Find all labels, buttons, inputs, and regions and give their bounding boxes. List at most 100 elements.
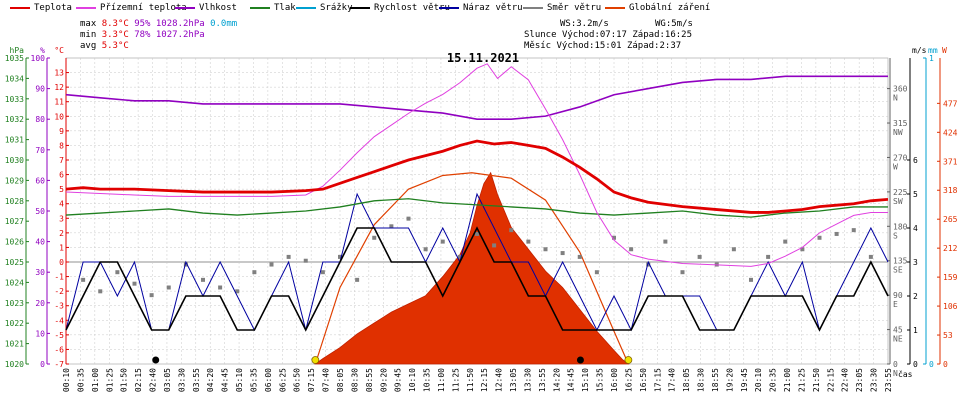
wind-direction-point <box>286 254 291 259</box>
legend-swatch <box>605 6 625 9</box>
sun-set: Západ:16:25 <box>632 30 692 40</box>
moon-rise: Východ:15:01 <box>556 41 622 51</box>
legend-item: Směr větru <box>523 3 601 15</box>
x-tick-label: 15:35 <box>596 368 605 392</box>
x-tick-label: 21:25 <box>797 368 806 392</box>
axis-deg-dir-label: NE <box>893 335 903 344</box>
wind-direction-point <box>355 277 360 282</box>
wind-direction-point <box>663 239 668 244</box>
wind-direction-point <box>372 235 377 240</box>
axis-ms-tick-label: 6 <box>913 156 918 165</box>
axis-hpa-tick-label: 1029 <box>5 176 24 185</box>
wind-direction-point <box>629 247 634 252</box>
x-tick-label: 18:05 <box>682 368 691 392</box>
axis-pct-tick-label: 100 <box>31 54 46 63</box>
wind-direction-point <box>303 258 308 263</box>
x-tick-label: 05:35 <box>249 368 258 392</box>
axis-degc-tick-label: 0 <box>59 258 64 267</box>
stats-min-label: min <box>80 30 97 40</box>
legend-swatch <box>523 6 543 9</box>
x-tick-label: 23:30 <box>870 368 879 392</box>
legend-swatch <box>350 6 370 9</box>
stats-max-hum: 95% <box>134 19 151 29</box>
stats-min: min 3.3°C 78% 1027.2hPa <box>80 30 205 40</box>
wind-direction-point <box>697 254 702 259</box>
axis-pct-tick-label: 10 <box>35 329 45 338</box>
axis-w-tick-label: 212 <box>943 244 958 253</box>
axis-w-tick-label: 371 <box>943 157 958 166</box>
legend-item: Přízemní teplota <box>76 3 187 15</box>
legend-item: Teplota <box>10 3 72 15</box>
axis-ms-tick-label: 1 <box>913 326 918 335</box>
wind-direction-point <box>218 285 223 290</box>
x-tick-label: 13:55 <box>538 368 547 392</box>
wind-direction-point <box>81 277 86 282</box>
wind-direction-point <box>320 270 325 275</box>
axis-pct-tick-label: 50 <box>35 207 45 216</box>
x-tick-label: 12:40 <box>495 368 504 392</box>
axis-deg-tick-label: 360 <box>893 85 908 94</box>
wind-direction-point <box>492 243 497 248</box>
axis-degc-tick-label: 1 <box>59 243 64 252</box>
moon-set: Západ:2:37 <box>626 41 682 51</box>
stats-avg-temp: 5.3°C <box>101 41 129 51</box>
axis-deg-dir-label: N <box>893 94 898 103</box>
wind-direction-point <box>475 231 479 236</box>
x-tick-label: 22:15 <box>826 368 835 392</box>
axis-hpa-tick-label: 1025 <box>5 258 24 267</box>
sunrise-marker <box>311 356 320 364</box>
axis-degc-tick-label: -1 <box>54 273 64 282</box>
axis-w-tick-label: 0 <box>943 360 948 369</box>
x-tick-label: 06:25 <box>278 368 287 392</box>
legend-item: Vlhkost <box>175 3 237 15</box>
chart-title: 15.11.2021 <box>447 51 519 65</box>
axis-deg-tick-label: 90 <box>893 291 903 300</box>
x-tick-label: 20:35 <box>769 368 778 392</box>
wind-direction-point <box>851 228 856 233</box>
wind-direction-point <box>594 270 599 275</box>
wind-direction-point <box>612 235 616 240</box>
axis-degc-tick-label: 12 <box>54 83 64 92</box>
legend-label: Vlhkost <box>199 3 237 13</box>
legend-label: Globální záření <box>629 3 711 13</box>
wind-direction-point <box>389 224 394 229</box>
axis-pct-tick-label: 60 <box>35 176 45 185</box>
wind-direction-point <box>406 216 411 221</box>
wind-direction-point <box>115 270 120 275</box>
x-tick-label: 06:00 <box>264 368 273 392</box>
wind-direction-point <box>731 247 736 252</box>
axis-ms-tick-label: 2 <box>913 292 918 301</box>
axis-w-tick-label: 159 <box>943 273 958 282</box>
axis-deg-tick-label: 315 <box>893 119 908 128</box>
wind-direction-point <box>783 239 788 244</box>
axis-deg-dir-label: E <box>893 300 898 309</box>
x-tick-label: 03:30 <box>177 368 186 392</box>
stats-avg-label: avg <box>80 41 97 51</box>
axis-pct-unit: % <box>40 46 45 55</box>
wind-direction-point <box>423 247 428 252</box>
stats-min-hum: 78% <box>134 30 151 40</box>
wind-direction-point <box>338 254 342 259</box>
axis-hpa-tick-label: 1033 <box>5 95 24 104</box>
axis-deg-tick-label: 270 <box>893 153 908 162</box>
x-tick-label: 11:25 <box>451 368 460 392</box>
axis-deg-tick-label: 135 <box>893 257 908 266</box>
x-tick-label: 16:50 <box>639 368 648 392</box>
legend-swatch <box>76 6 96 9</box>
axis-hpa-tick-label: 1020 <box>5 360 24 369</box>
wind-direction-point <box>800 247 805 252</box>
legend-label: Teplota <box>34 3 72 13</box>
wind-direction-point <box>543 247 548 252</box>
axis-hpa-tick-label: 1027 <box>5 217 24 226</box>
wind-direction-point <box>149 293 154 298</box>
x-tick-label: 17:15 <box>653 368 662 392</box>
axis-degc-tick-label: -5 <box>54 331 64 340</box>
wind-direction-point <box>834 231 839 236</box>
x-tick-label: 03:05 <box>163 368 172 392</box>
wind-direction-point <box>560 251 565 256</box>
axis-degc-tick-label: 10 <box>54 112 64 121</box>
x-tick-label: 08:55 <box>365 368 374 392</box>
axis-degc-tick-label: 5 <box>59 185 64 194</box>
axis-w-tick-label: 318 <box>943 186 958 195</box>
